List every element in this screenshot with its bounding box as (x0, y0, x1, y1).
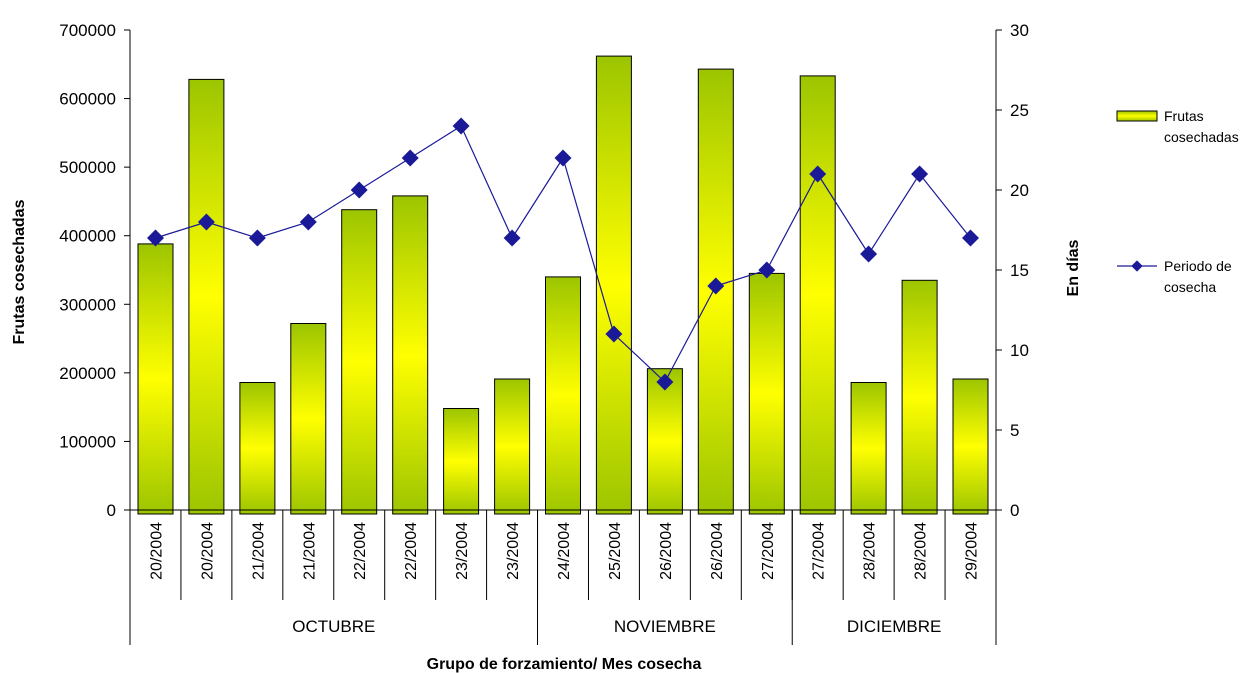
x-tick-label-1: 20/2004 (199, 522, 216, 580)
bar-3 (290, 323, 327, 515)
y-tick-label-left-0: 0 (107, 501, 116, 520)
line-point-14 (860, 245, 878, 263)
bar-series (137, 55, 989, 515)
bar-14 (850, 382, 887, 515)
bar-16 (952, 378, 989, 515)
group-label-0: OCTUBRE (292, 617, 375, 636)
bar-5 (392, 195, 429, 515)
y-tick-label-right-2: 10 (1010, 341, 1029, 360)
line-point-2 (248, 229, 266, 247)
bar-12 (748, 272, 785, 515)
y-tick-label-right-0: 0 (1010, 501, 1019, 520)
x-tick-label-8: 24/2004 (556, 522, 573, 580)
y-tick-label-right-1: 5 (1010, 421, 1019, 440)
line-series (147, 117, 979, 391)
x-tick-label-0: 20/2004 (149, 522, 166, 580)
line-point-16 (962, 229, 979, 247)
y-tick-label-right-6: 30 (1010, 21, 1029, 40)
line-point-11 (707, 277, 725, 295)
bar-7 (494, 378, 531, 515)
bar-1 (188, 78, 225, 515)
bar-4 (341, 209, 378, 515)
bar-0 (137, 243, 174, 515)
y-tick-label-left-4: 400000 (59, 227, 116, 246)
bar-10 (646, 368, 683, 515)
line-point-5 (401, 149, 419, 167)
line-point-15 (911, 165, 929, 183)
y-tick-label-right-4: 20 (1010, 181, 1029, 200)
legend-line-marker (1131, 260, 1143, 272)
x-tick-label-14: 28/2004 (862, 522, 879, 580)
y-tick-label-left-6: 600000 (59, 90, 116, 109)
x-tick-label-10: 26/2004 (658, 522, 675, 580)
line-point-3 (299, 213, 317, 231)
bar-8 (545, 276, 581, 515)
bar-6 (443, 408, 480, 515)
x-axis-title: Grupo de forzamiento/ Mes cosecha (427, 656, 702, 673)
x-tick-label-13: 27/2004 (811, 522, 828, 580)
x-tick-label-15: 28/2004 (913, 522, 930, 580)
x-tick-label-12: 27/2004 (760, 522, 777, 580)
line-point-13 (809, 165, 827, 183)
x-tick-label-9: 25/2004 (607, 522, 624, 580)
y-tick-label-left-7: 700000 (59, 21, 116, 40)
axis-labels: 0 100000 200000 300000 400000 500000 600000 700… (59, 21, 1029, 636)
line-point-9 (605, 325, 623, 343)
bar-15 (901, 279, 938, 515)
bar-2 (239, 382, 276, 515)
x-tick-label-16: 29/2004 (964, 522, 981, 580)
x-tick-label-3: 21/2004 (301, 522, 318, 580)
axes (124, 29, 1002, 645)
line-point-6 (452, 117, 470, 135)
group-label-1: NOVIEMBRE (614, 617, 716, 636)
y-axis-right-title: En días (1065, 239, 1082, 296)
legend-bar-label: Frutas (1164, 108, 1204, 124)
legend-bar-label-2: cosechadas (1164, 129, 1239, 145)
x-tick-label-11: 26/2004 (709, 522, 726, 580)
line-point-12 (758, 261, 776, 279)
x-tick-label-7: 23/2004 (505, 522, 522, 580)
x-tick-label-4: 22/2004 (352, 522, 369, 580)
legend-bar-swatch (1116, 110, 1158, 122)
y-tick-label-left-5: 500000 (59, 158, 116, 177)
group-label-2: DICIEMBRE (847, 617, 941, 636)
y-axis-left-title: Frutas cosechadas (11, 199, 28, 344)
legend-line-label: Periodo de (1164, 258, 1232, 274)
line-point-0 (147, 229, 164, 247)
line-point-7 (503, 229, 521, 247)
y-tick-label-right-3: 15 (1010, 261, 1029, 280)
y-tick-label-left-3: 300000 (59, 295, 116, 314)
line-point-1 (197, 213, 215, 231)
bar-13 (799, 75, 836, 515)
y-tick-label-right-5: 25 (1010, 101, 1029, 120)
x-tick-label-2: 21/2004 (250, 522, 267, 580)
y-tick-label-left-2: 200000 (59, 364, 116, 383)
x-tick-label-5: 22/2004 (403, 522, 420, 580)
y-tick-label-left-1: 100000 (59, 432, 116, 451)
line-point-10 (656, 373, 674, 391)
legend: Frutas cosechadas Periodo de cosecha (1116, 108, 1239, 295)
bar-9 (595, 55, 632, 515)
legend-line-label-2: cosecha (1164, 279, 1216, 295)
line-point-4 (350, 181, 368, 199)
x-tick-label-6: 23/2004 (454, 522, 471, 580)
line-point-8 (554, 149, 572, 167)
